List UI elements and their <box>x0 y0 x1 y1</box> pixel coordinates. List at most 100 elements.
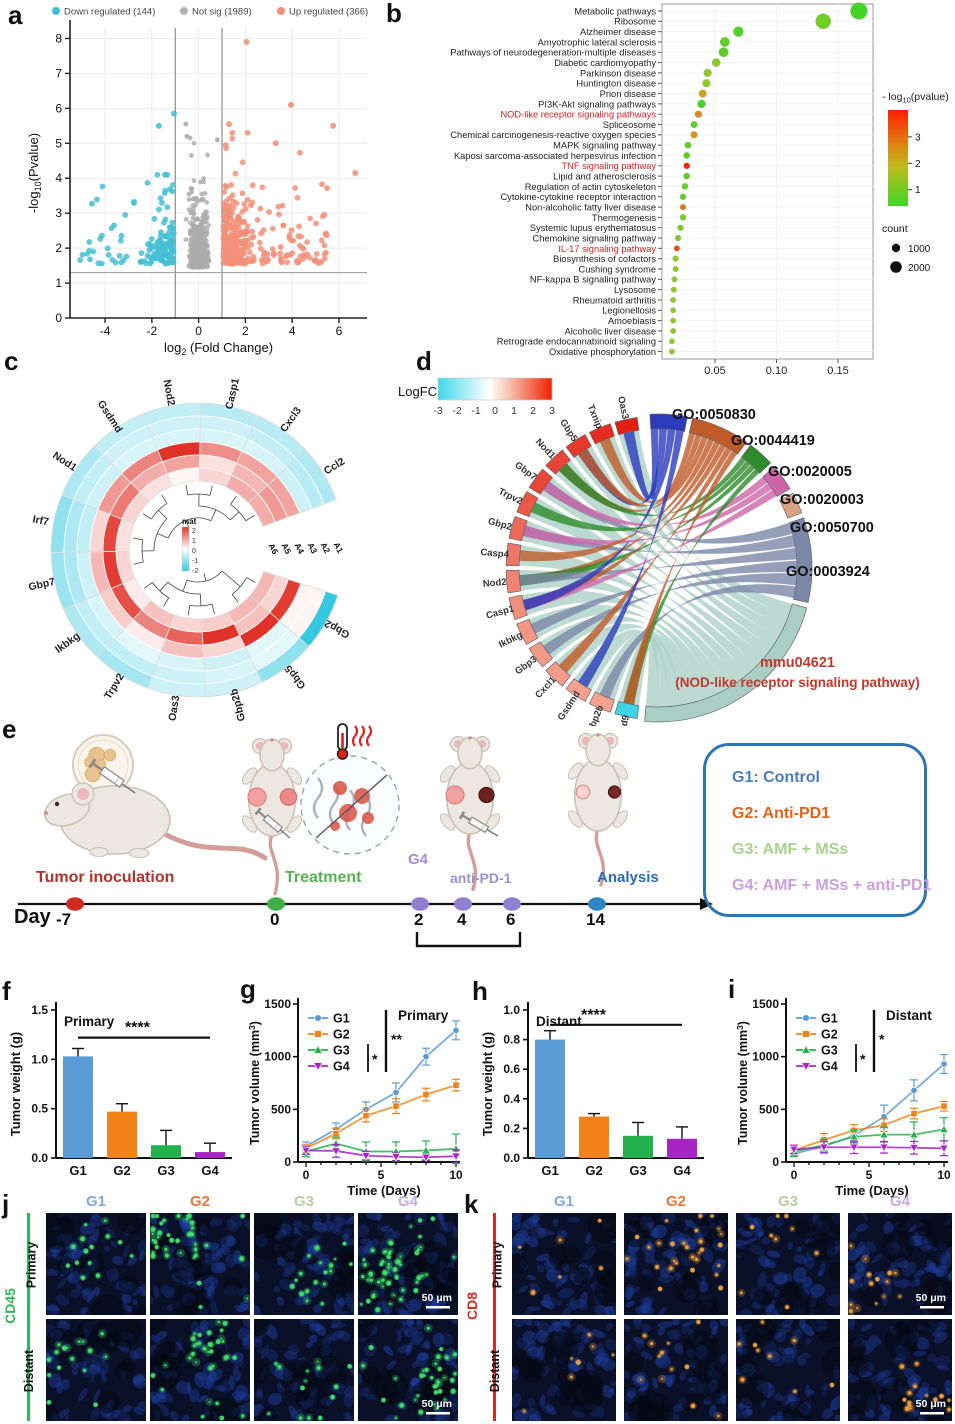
svg-text:Rheumatoid arthritis: Rheumatoid arthritis <box>573 295 657 305</box>
svg-text:Irf7: Irf7 <box>32 513 50 528</box>
timeline-label-g4: G4 <box>408 851 429 868</box>
svg-text:Biosynthesis of cofactors: Biosynthesis of cofactors <box>553 254 656 264</box>
svg-text:A5: A5 <box>280 541 294 556</box>
micrograph-CD8-Primary-G1 <box>512 1213 616 1315</box>
panel-label-h: h <box>472 976 488 1006</box>
svg-text:0.2: 0.2 <box>503 1121 520 1135</box>
column-header-G1: G1 <box>553 1193 574 1210</box>
svg-text:Txnip: Txnip <box>585 403 605 431</box>
svg-text:Non-alcoholic fatty liver dise: Non-alcoholic fatty liver disease <box>525 202 656 212</box>
svg-text:Up regulated (366): Up regulated (366) <box>289 7 368 18</box>
svg-text:1: 1 <box>55 276 62 290</box>
micrograph-CD8-Primary-G4: 50 μm <box>848 1213 952 1315</box>
svg-text:Ribosome: Ribosome <box>614 17 656 27</box>
svg-text:3: 3 <box>915 132 921 143</box>
legend-item-g2: G2: Anti-PD1 <box>732 805 831 822</box>
svg-text:10: 10 <box>937 1168 951 1182</box>
micrograph-CD8-Primary-G2 <box>624 1213 728 1315</box>
svg-text:-2: -2 <box>452 405 461 417</box>
svg-text:Nod2: Nod2 <box>161 379 178 407</box>
svg-text:0: 0 <box>772 1155 779 1169</box>
row-label-Distant: Distant <box>488 1349 503 1393</box>
svg-text:1: 1 <box>192 538 196 545</box>
microscopy-panel-cd45: G1 G2 G3 G4 CD45 Primary Distant 50 μm 50 μm <box>0 1193 470 1424</box>
svg-text:G2: G2 <box>821 1028 838 1042</box>
svg-text:1.0: 1.0 <box>31 1052 48 1066</box>
group-legend-box: G1: Control G2: Anti-PD1 G3: AMF + MSs G… <box>703 743 931 917</box>
bar-chart-primary-weight: 0.0 0.5 1.0 1.5 G1 G2 G3 G4 Tumor weight (g) Prim… <box>8 1002 232 1178</box>
svg-text:Ccl2: Ccl2 <box>322 455 347 477</box>
svg-text:Cytokine-cytokine receptor int: Cytokine-cytokine receptor interaction <box>500 192 656 202</box>
svg-text:TNF signaling pathway: TNF signaling pathway <box>561 161 656 171</box>
svg-text:Huntington disease: Huntington disease <box>576 79 656 89</box>
svg-text:2: 2 <box>192 528 196 535</box>
svg-text:Gsdmd: Gsdmd <box>95 398 125 435</box>
panel-label-j: j <box>2 1189 10 1219</box>
magnetic-field-icon <box>300 723 400 855</box>
svg-text:Primary: Primary <box>398 1008 449 1023</box>
svg-text:1: 1 <box>511 405 517 417</box>
svg-text:2000: 2000 <box>908 263 931 274</box>
svg-text:1000: 1000 <box>908 244 931 255</box>
microscopy-panel-cd8: G1 G2 G3 G4 CD8 Primary Distant 50 μm 50 μm <box>464 1193 955 1424</box>
timeline-day--7: -7 <box>56 910 72 929</box>
svg-text:Time (Days): Time (Days) <box>347 1183 420 1198</box>
line-chart-primary-volume: 0 500 1000 1500 0 5 10 Time (Days) Tumor volume … <box>247 997 463 1198</box>
mouse-illustration <box>567 732 629 887</box>
svg-text:Primary: Primary <box>64 1014 115 1029</box>
micrograph-CD45-Primary-G2 <box>150 1213 250 1315</box>
svg-text:Casp1: Casp1 <box>223 377 242 411</box>
column-header-G4: G4 <box>889 1193 910 1210</box>
panel-label-i: i <box>728 974 736 1004</box>
svg-text:Chemical carcinogenesis-reacti: Chemical carcinogenesis-reactive oxygen … <box>450 130 656 140</box>
svg-text:NF-kappa B signaling pathway: NF-kappa B signaling pathway <box>530 275 656 285</box>
panel-label-c: c <box>4 346 19 376</box>
column-header-G1: G1 <box>85 1193 106 1210</box>
svg-text:count: count <box>882 223 908 235</box>
volcano-points-down <box>77 110 178 267</box>
panel-label-b: b <box>386 0 402 28</box>
svg-text:Lysosome: Lysosome <box>614 285 656 295</box>
micrograph-CD45-Distant-G2 <box>150 1319 250 1421</box>
svg-text:Chemokine signaling pathway: Chemokine signaling pathway <box>532 233 656 243</box>
svg-text:G1: G1 <box>821 1012 838 1026</box>
svg-text:2: 2 <box>915 159 921 170</box>
svg-text:-2: -2 <box>192 568 198 575</box>
timeline-label-tumor-inoculation: Tumor inoculation <box>36 869 175 886</box>
legend-item-g3: G3: AMF + MSs <box>732 841 849 858</box>
svg-text:0.5: 0.5 <box>31 1102 48 1116</box>
svg-text:G1: G1 <box>69 1163 86 1178</box>
svg-text:-1: -1 <box>192 558 198 565</box>
column-header-G2: G2 <box>189 1193 210 1210</box>
volcano-plot: 0 1 2 3 4 5 6 7 8 -4 -2 0 2 4 6 -log10(Pvalue) log2 (Fol… <box>26 7 368 358</box>
volcano-legend: Down regulated (144) Not sig (1989) Up reg… <box>52 7 368 18</box>
go-label-GO:0050700: GO:0050700 <box>790 520 874 536</box>
svg-text:G3: G3 <box>157 1163 174 1178</box>
svg-text:5: 5 <box>55 136 62 150</box>
svg-text:Tumor volume (mm3): Tumor volume (mm3) <box>735 1021 750 1145</box>
svg-text:0: 0 <box>192 548 196 555</box>
timeline-day-6: 6 <box>506 910 516 929</box>
svg-text:Systemic lupus erythematosus: Systemic lupus erythematosus <box>530 223 656 233</box>
svg-text:Amoebiasis: Amoebiasis <box>608 316 656 326</box>
timeline-day-14: 14 <box>586 910 605 929</box>
panel-label-e: e <box>2 714 17 744</box>
series-G4 <box>789 1140 949 1157</box>
svg-text:A4: A4 <box>293 541 307 556</box>
svg-text:1.5: 1.5 <box>31 1003 48 1017</box>
svg-text:G4: G4 <box>201 1163 219 1178</box>
svg-text:LogFC: LogFC <box>398 384 437 399</box>
svg-text:G4: G4 <box>821 1060 838 1074</box>
svg-text:Pathways of neurodegeneration-: Pathways of neurodegeneration-multiple d… <box>450 48 656 58</box>
svg-text:8: 8 <box>55 31 62 45</box>
svg-text:Oas3: Oas3 <box>615 395 631 420</box>
go-label-GO:0020005: GO:0020005 <box>768 464 852 480</box>
svg-text:Trpv2: Trpv2 <box>102 671 127 701</box>
svg-text:-1: -1 <box>471 405 480 417</box>
panel-label-g: g <box>240 974 256 1004</box>
line-chart-distant-volume: 0 500 1000 1500 0 5 10 Time (Days) Tumor volume … <box>735 997 951 1198</box>
svg-text:Cushing syndrome: Cushing syndrome <box>578 264 656 274</box>
svg-text:Alcoholic liver disease: Alcoholic liver disease <box>565 326 656 336</box>
svg-text:500: 500 <box>271 1102 291 1116</box>
